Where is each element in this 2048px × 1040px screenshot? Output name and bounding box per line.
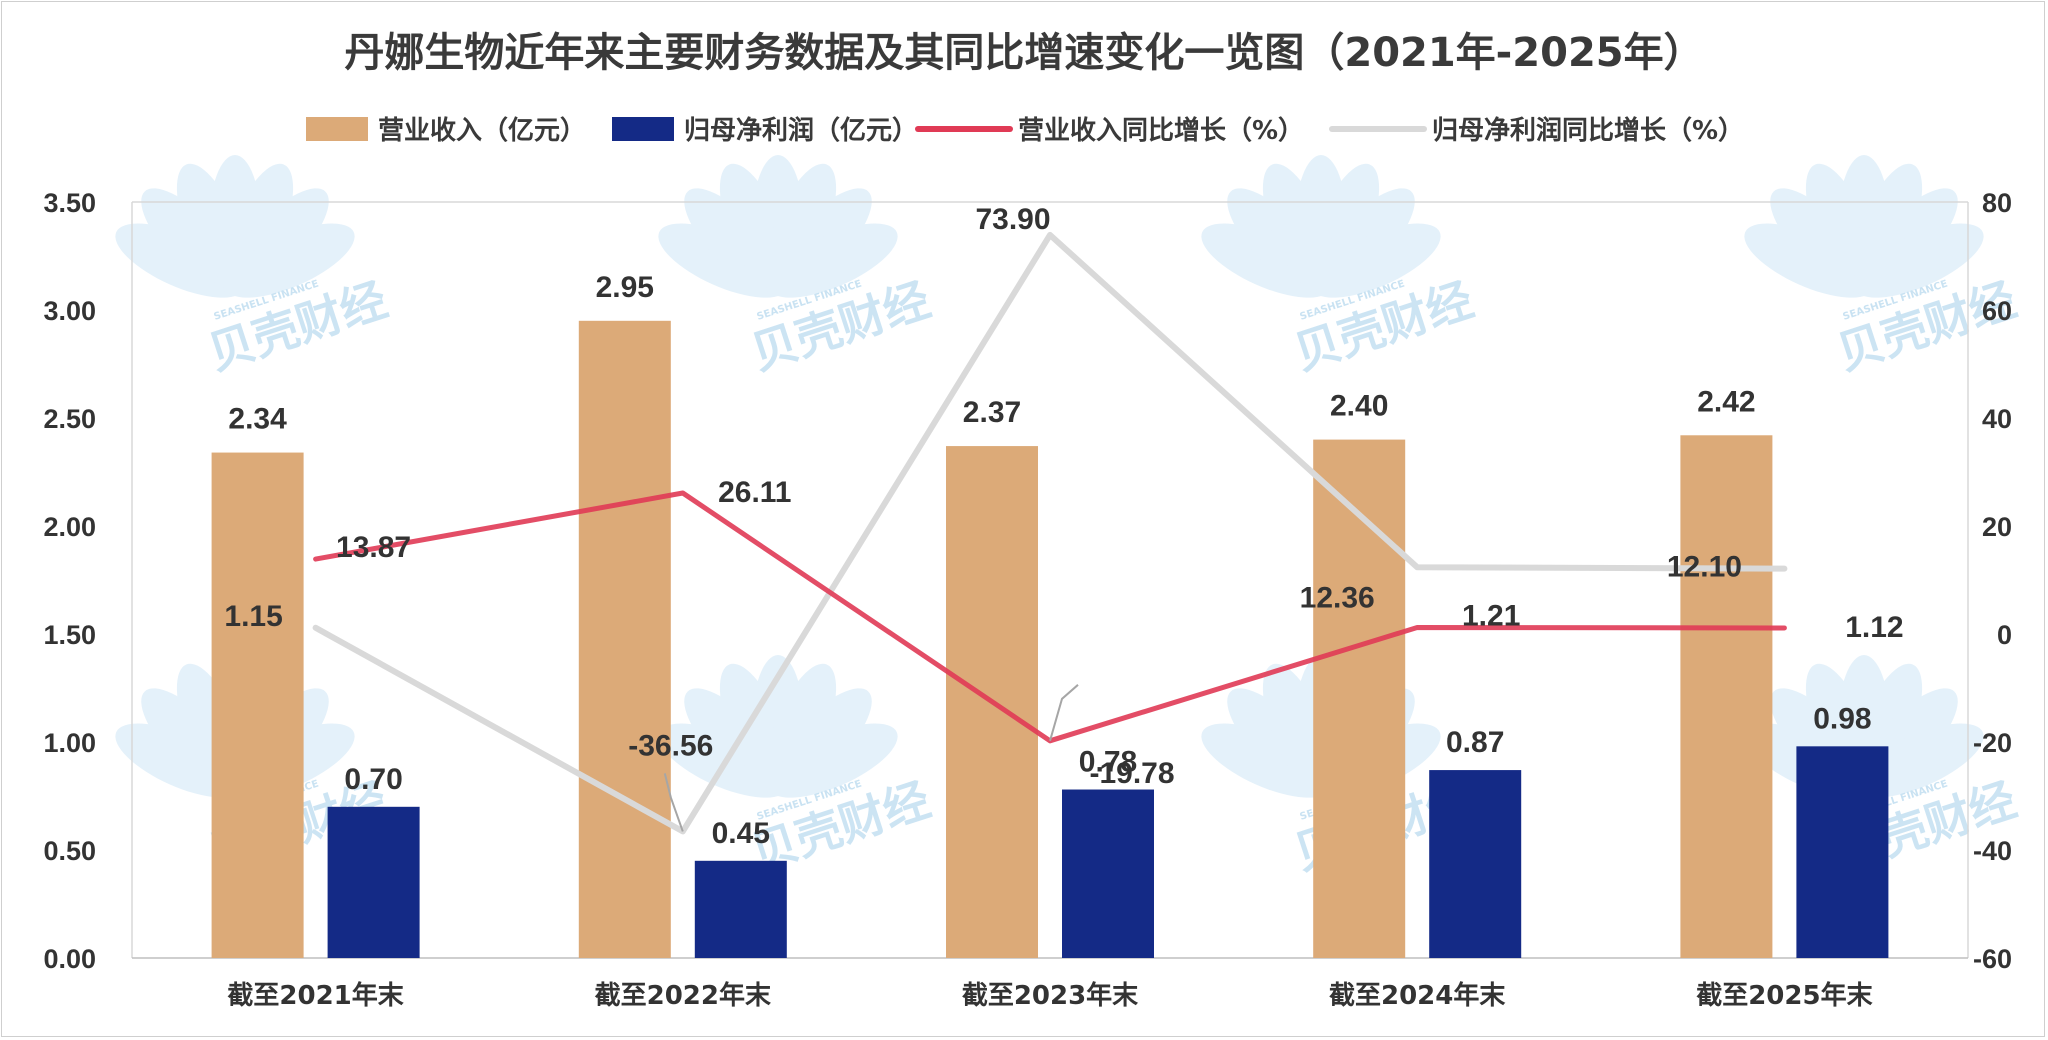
line-profit-growth <box>312 231 1788 835</box>
bar-profit-label: 0.98 <box>1813 702 1871 735</box>
x-tick-label: 截至2025年末 <box>1696 980 1873 1011</box>
right-tick-label: -60 <box>1973 944 2012 974</box>
line-revenue-growth <box>313 490 1787 744</box>
watermark-logo <box>658 155 898 298</box>
leader-line <box>663 773 684 832</box>
left-tick-label: 2.00 <box>43 512 96 542</box>
right-tick-label: 60 <box>1982 296 2012 326</box>
right-tick-label: 20 <box>1982 512 2012 542</box>
bar-profit <box>694 860 787 958</box>
bar-profit-label: 0.45 <box>712 817 770 850</box>
left-tick-label: 0.50 <box>43 836 96 866</box>
line-revenue-growth-label: 1.21 <box>1462 599 1520 632</box>
bar-profit-label: 0.87 <box>1446 726 1504 759</box>
bar-revenue-label: 2.37 <box>963 396 1021 429</box>
line-profit-growth-label: 12.10 <box>1667 551 1742 584</box>
legend-swatch-1 <box>306 117 368 141</box>
legend-label-3: 营业收入同比增长（%） <box>1018 115 1304 146</box>
bar-revenue-label: 2.40 <box>1330 390 1388 423</box>
chart-title: 丹娜生物近年来主要财务数据及其同比增速变化一览图（2021年-2025年） <box>344 30 1703 76</box>
x-tick-label: 截至2022年末 <box>595 980 772 1011</box>
bar-profit <box>1062 789 1154 958</box>
right-tick-label: -20 <box>1973 728 2012 758</box>
bar-revenue-label: 2.34 <box>228 403 287 436</box>
legend-label-1: 营业收入（亿元） <box>378 116 586 146</box>
left-tick-label: 2.50 <box>43 404 96 434</box>
watermark-logo <box>1744 155 1984 298</box>
right-tick-label: -40 <box>1973 836 2012 866</box>
legend-label-2: 归母净利润（亿元） <box>684 115 918 146</box>
bar-revenue-label: 2.42 <box>1697 385 1755 418</box>
bar-profit-label: 0.78 <box>1079 746 1137 779</box>
right-tick-label: 0 <box>1997 620 2012 650</box>
line-profit-growth-label: 12.36 <box>1300 581 1375 614</box>
bar-revenue <box>1680 435 1773 958</box>
legend-label-4: 归母净利润同比增长（%） <box>1432 115 1744 146</box>
line-profit-growth-label: 73.90 <box>975 203 1050 236</box>
left-tick-label: 0.00 <box>43 944 96 974</box>
x-tick-label: 截至2021年末 <box>227 980 404 1011</box>
x-tick-label: 截至2023年末 <box>962 980 1139 1011</box>
left-tick-label: 1.50 <box>43 620 96 650</box>
bar-revenue <box>1313 439 1406 959</box>
line-revenue-growth-label: -19.78 <box>1089 757 1174 790</box>
left-tick-label: 3.50 <box>43 188 96 218</box>
leader-line <box>1049 684 1079 742</box>
bar-profit <box>1796 746 1889 958</box>
watermark-logo <box>1201 155 1441 298</box>
right-tick-label: 80 <box>1982 188 2012 218</box>
line-revenue-growth-label: 1.12 <box>1845 611 1903 644</box>
right-tick-label: 40 <box>1982 404 2012 434</box>
watermark-logo <box>658 655 898 798</box>
line-revenue-growth-label: 13.87 <box>336 531 411 564</box>
left-tick-label: 1.00 <box>43 728 96 758</box>
bar-revenue-label: 2.95 <box>596 271 654 304</box>
line-revenue-growth-label: 26.11 <box>718 476 791 509</box>
bar-revenue <box>578 320 671 958</box>
line-profit-growth-label: 1.15 <box>224 600 282 633</box>
watermark-logo <box>115 155 355 298</box>
x-tick-label: 截至2024年末 <box>1329 980 1506 1011</box>
bar-profit <box>1429 770 1522 958</box>
bar-profit <box>327 806 420 958</box>
bar-revenue <box>211 452 304 958</box>
bar-profit-label: 0.70 <box>344 763 402 796</box>
legend-swatch-2 <box>612 117 674 141</box>
line-profit-growth-label: -36.56 <box>628 729 713 762</box>
left-tick-label: 3.00 <box>43 296 96 326</box>
